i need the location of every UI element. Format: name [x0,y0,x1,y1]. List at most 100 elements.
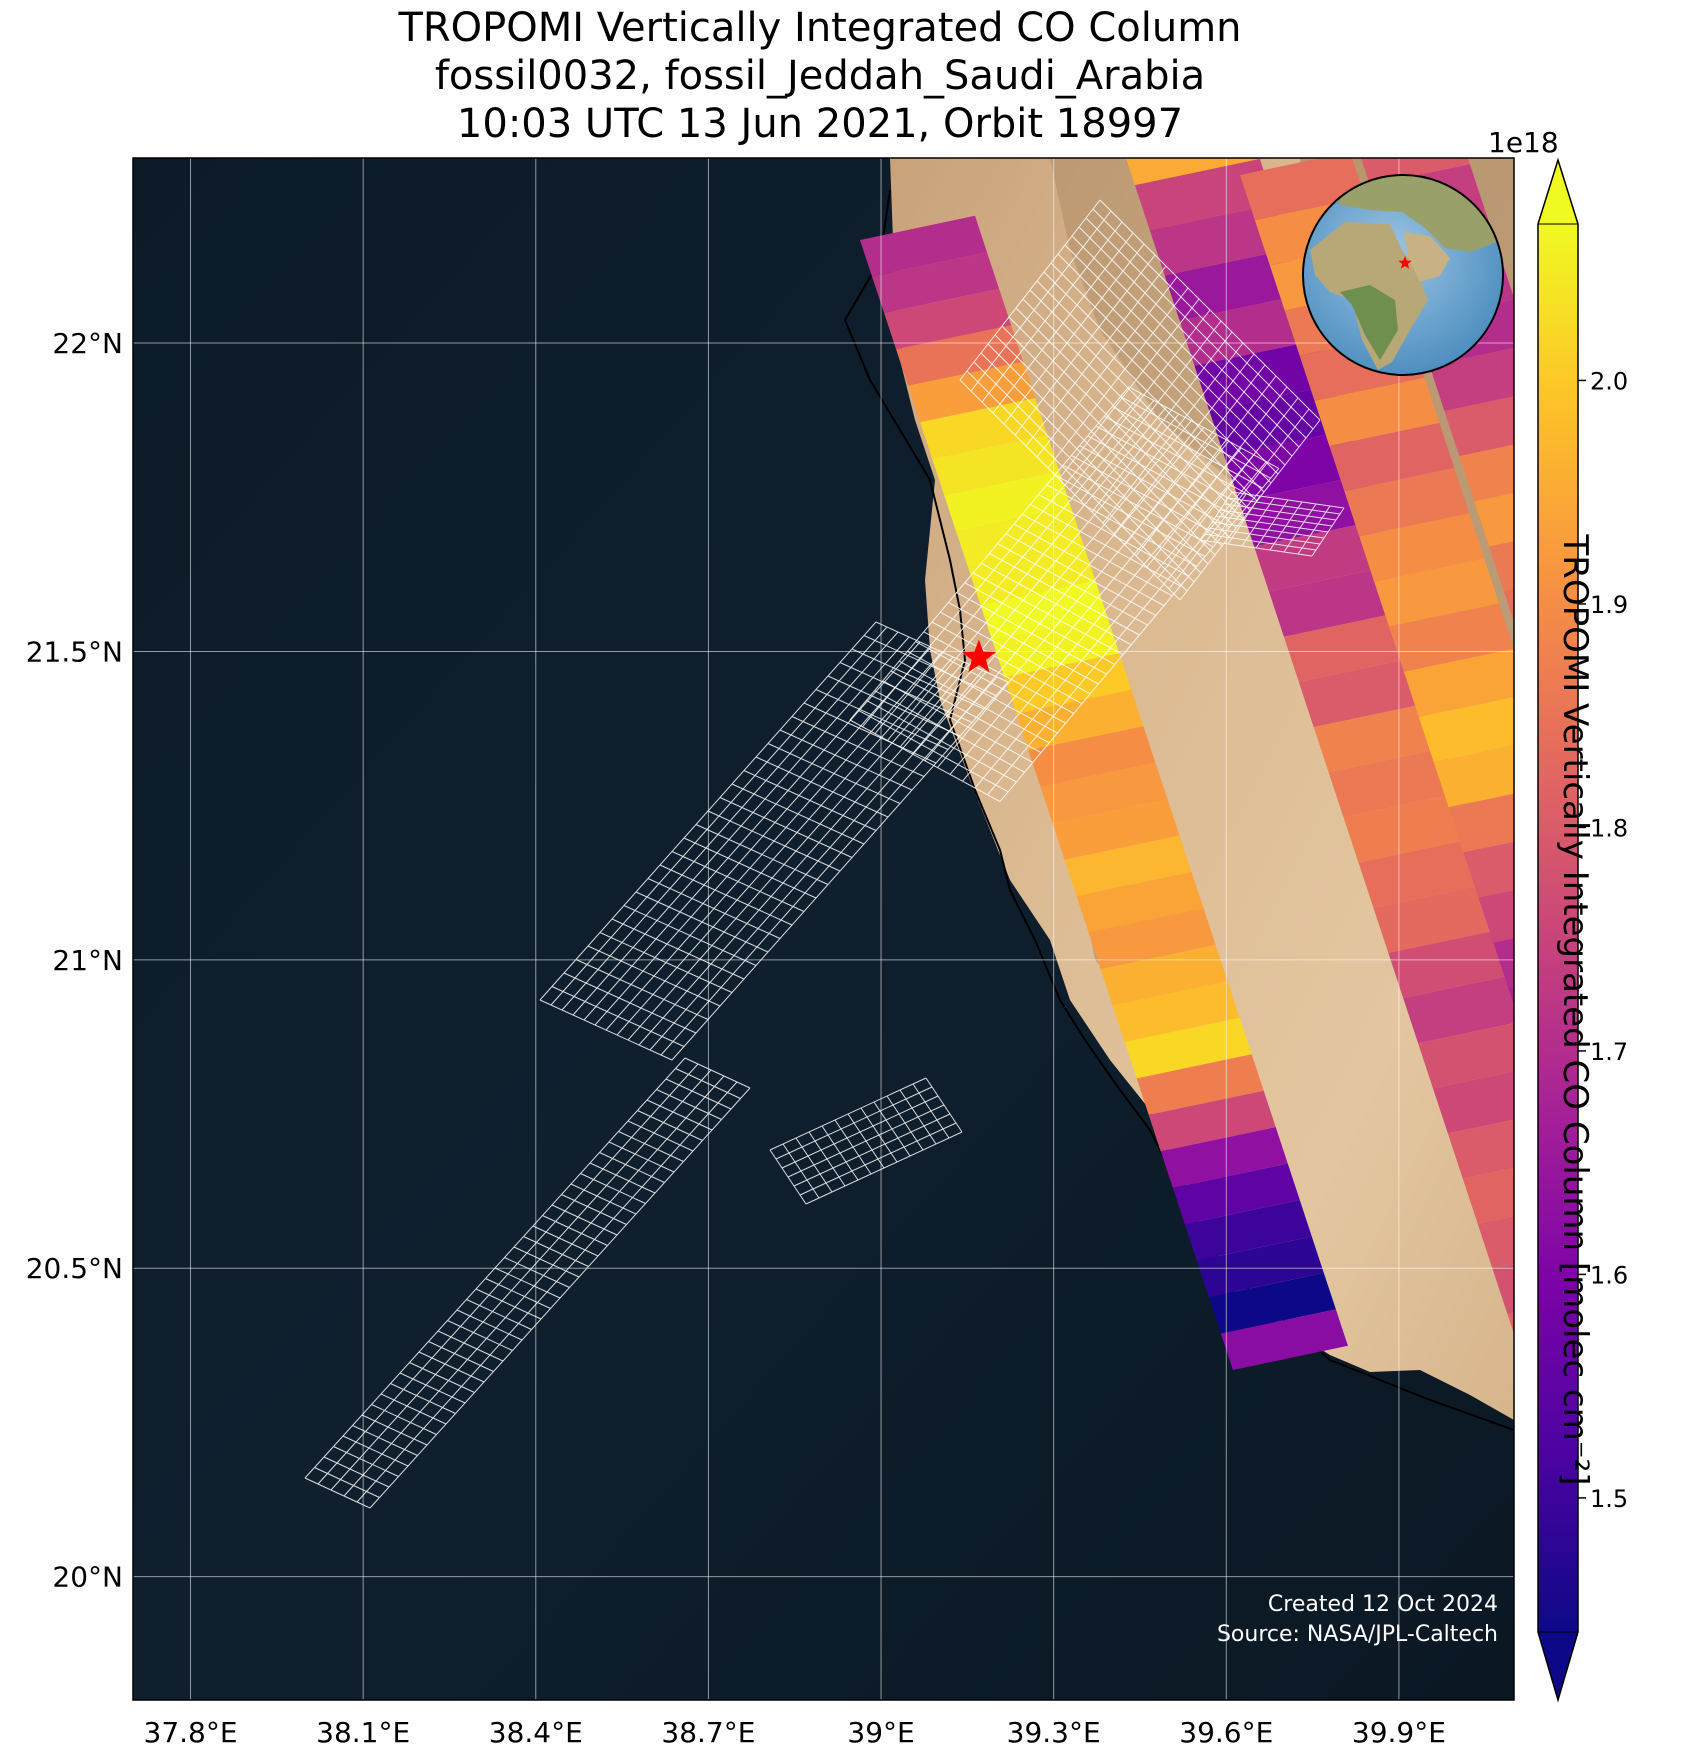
wire-line [866,699,1017,783]
colorbar-ticks: 1.5 1.6 1.7 1.8 1.9 2.0 [1578,367,1628,1513]
wire-line [380,1393,447,1425]
co-pixel [1208,1272,1336,1334]
wire-line [504,1257,570,1288]
wire-line [1085,217,1307,439]
co-pixel [1209,384,1350,457]
co-pixel [1254,520,1394,592]
wire-line [956,592,1107,675]
co-pixel [944,471,1072,532]
wire-line [1227,497,1341,515]
wire-line [532,1225,599,1257]
wire-line [1064,244,1286,466]
x-tick-label: 39.9°E [1352,1716,1446,1748]
wire-line [608,1141,675,1173]
wire-line [1211,521,1325,539]
map-frame [132,157,1515,1701]
x-tick-label: 37.8°E [144,1716,238,1748]
co-pixel [1492,1264,1514,1315]
co-pixel [1613,1281,1694,1349]
wire-line [371,1404,437,1435]
co-pixel [1462,1167,1514,1224]
wire-line [923,631,1075,714]
wire-line [638,666,976,1046]
y-tick-label: 22°N [52,327,123,360]
wire-line [583,641,921,1021]
source-credit: Source: NASA/JPL-Caltech [1216,1622,1498,1647]
wire-line [1008,316,1230,538]
wire-line [660,676,998,1056]
wire-line [1029,289,1251,511]
wire-line [428,1341,494,1372]
colorbar-tick-label: 2.0 [1590,367,1628,395]
title-line-1: TROPOMI Vertically Integrated CO Column [398,5,1242,51]
wire-line [1001,325,1223,547]
co-pixel [1136,1054,1264,1115]
co-pixel [1240,158,1365,221]
colorbar-body [1538,224,1578,1632]
co-pixel [1507,1312,1514,1334]
wire-line [369,1087,751,1509]
wire-line [882,680,1034,763]
wire-line [1099,199,1321,421]
wire-line [1057,253,1279,475]
wire-line [304,1477,371,1509]
wire-line [616,656,954,1036]
wire-line [646,1099,713,1131]
co-pixel [1172,1163,1300,1225]
wire-line [1043,271,1265,493]
wire-line [1078,226,1300,448]
co-pixel [1112,981,1240,1042]
co-pixel [1687,1507,1694,1575]
globe-arabia [1404,232,1450,282]
wire-line [1203,533,1317,551]
wire-line [561,631,899,1011]
wire-line [793,1113,951,1187]
co-pixel [1160,1127,1288,1188]
wire-line [542,1215,608,1246]
plot-title: TROPOMI Vertically Integrated CO Column … [130,4,1510,148]
wire-line [1054,474,1206,558]
co-pixel [1358,836,1499,908]
wire-small-patch [769,1077,963,1205]
co-pixel [1653,1022,1694,1088]
wire-line [939,611,1091,695]
co-pixel [1463,841,1514,898]
colorbar-tick-label: 1.8 [1590,814,1628,842]
co-pixel [1179,294,1320,366]
wire-line [594,646,932,1026]
co-pixel [1373,881,1514,953]
co-pixel [1269,565,1409,637]
co-pixel [1283,610,1424,682]
wire-line [915,641,1066,724]
wire-line [665,1078,732,1110]
co-pixel [1388,926,1514,999]
co-pixel [1474,492,1514,547]
co-pixel [980,580,1108,641]
y-tick-label: 21.5°N [26,635,123,668]
wire-line [523,1236,589,1267]
wire-line [980,352,1202,574]
wire-line [475,1288,542,1320]
wire-line [342,1435,409,1467]
wire-line [874,690,1025,773]
wire-line [907,650,1058,734]
co-pixel [1403,974,1514,1044]
co-pixel [1683,1113,1694,1179]
co-pixel [1477,1216,1514,1269]
co-pixel [1374,558,1499,627]
wire-line [494,1267,561,1299]
wire-line [605,651,943,1031]
co-pixel [1124,1017,1252,1079]
co-pixel [1028,726,1156,787]
co-pixel [1672,1462,1694,1530]
wire-line [627,1120,694,1152]
wire-line [931,621,1083,705]
wire-line [857,709,1009,793]
co-pixel [1493,938,1514,988]
co-pixel [1489,541,1514,592]
wire-line [980,562,1132,646]
co-pixel [1638,977,1694,1043]
co-pixel [1148,1090,1276,1152]
wire-line [972,572,1124,656]
wire-line [409,1362,475,1393]
